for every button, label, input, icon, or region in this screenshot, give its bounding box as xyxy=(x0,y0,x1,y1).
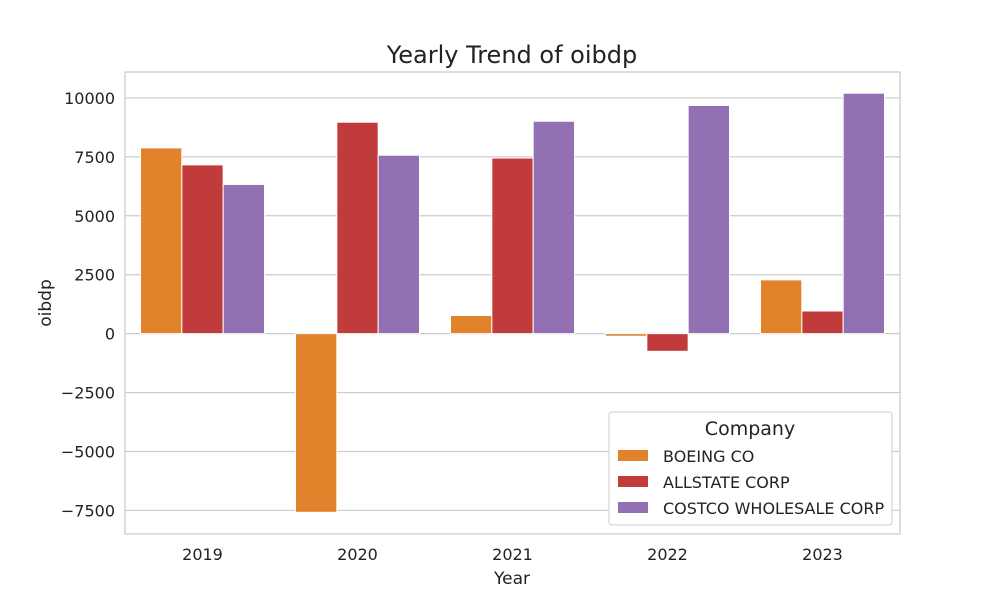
bar-costco-wholesale-corp-2021 xyxy=(532,120,576,335)
bar-boeing-co-2022 xyxy=(605,333,648,337)
y-tick-label: 10000 xyxy=(64,89,115,108)
legend-box xyxy=(608,411,893,526)
bar-costco-wholesale-corp-2022 xyxy=(687,104,731,335)
bar-allstate-corp-2021 xyxy=(491,157,534,335)
bar-allstate-corp-2019 xyxy=(181,164,224,335)
bar-allstate-corp-2022 xyxy=(646,333,689,352)
plot-frame xyxy=(124,71,901,535)
x-tick-label: 2022 xyxy=(647,545,688,564)
bar-costco-wholesale-corp-2023 xyxy=(842,92,886,335)
bar-costco-wholesale-corp-2020 xyxy=(377,154,420,335)
legend: Company BOEING CO ALLSTATE CORP COSTCO WHO… xyxy=(608,411,893,526)
y-tick-label: −5000 xyxy=(61,443,115,462)
x-tick-label: 2021 xyxy=(492,545,533,564)
y-tick-label: −2500 xyxy=(61,384,115,403)
y-tick-label: 0 xyxy=(105,325,115,344)
bar-allstate-corp-2023 xyxy=(801,310,844,335)
chart-title: Yearly Trend of oibdp xyxy=(386,41,637,69)
bar-boeing-co-2021 xyxy=(450,314,493,335)
x-tick-label: 2020 xyxy=(337,545,378,564)
legend-swatch xyxy=(618,450,648,461)
legend-swatch xyxy=(618,502,648,513)
y-tick-label: 5000 xyxy=(74,207,115,226)
y-tick-label: −7500 xyxy=(61,501,115,520)
legend-label: ALLSTATE CORP xyxy=(663,473,790,492)
bar-allstate-corp-2020 xyxy=(336,121,379,335)
x-tick-label: 2023 xyxy=(802,545,843,564)
x-axis-ticks: 2019 2020 2021 2022 2023 xyxy=(182,545,843,564)
y-axis-ticks: −7500 −5000 −2500 0 2500 5000 7500 10000 xyxy=(61,89,115,521)
legend-label: COSTCO WHOLESALE CORP xyxy=(663,499,884,518)
legend-title: Company xyxy=(705,418,795,440)
bar-boeing-co-2019 xyxy=(140,147,183,335)
y-tick-label: 2500 xyxy=(74,266,115,285)
legend-label: BOEING CO xyxy=(663,447,754,466)
bar-boeing-co-2023 xyxy=(760,279,803,335)
bars xyxy=(140,92,886,513)
legend-swatch xyxy=(618,476,648,487)
y-axis-title: oibdp xyxy=(36,279,56,327)
x-tick-label: 2019 xyxy=(182,545,223,564)
bar-costco-wholesale-corp-2019 xyxy=(222,183,266,335)
bar-boeing-co-2020 xyxy=(295,333,338,513)
y-tick-label: 7500 xyxy=(74,148,115,167)
x-axis-title: Year xyxy=(493,569,530,589)
